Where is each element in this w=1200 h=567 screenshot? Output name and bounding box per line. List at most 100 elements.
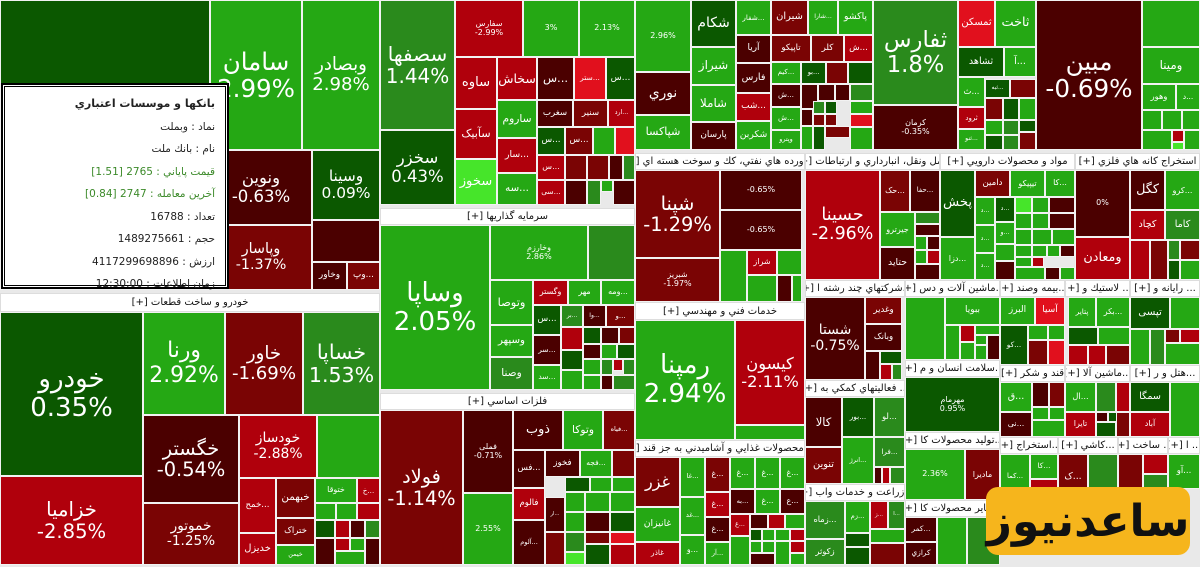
stock-tile[interactable]: ...سه <box>497 173 537 205</box>
stock-tile[interactable]: ...سی <box>537 180 565 205</box>
stock-tile[interactable] <box>905 297 945 360</box>
stock-tile[interactable]: خودرو 0.35% <box>0 312 143 476</box>
stock-tile[interactable] <box>735 425 805 440</box>
stock-tile[interactable]: خساپا 1.53% <box>303 312 380 415</box>
stock-tile[interactable]: تیپیکو <box>1010 170 1045 197</box>
stock-tile[interactable] <box>975 325 1000 335</box>
stock-tile[interactable] <box>335 538 350 551</box>
stock-tile[interactable]: ...بور <box>842 397 874 437</box>
stock-tile[interactable] <box>848 62 873 84</box>
stock-tile[interactable]: ...آر <box>705 542 730 565</box>
stock-tile[interactable] <box>1048 325 1065 340</box>
stock-tile[interactable] <box>790 553 805 565</box>
stock-tile[interactable] <box>813 101 825 114</box>
stock-tile[interactable]: تنوین <box>805 447 842 484</box>
stock-tile[interactable] <box>587 155 609 180</box>
stock-tile[interactable]: سغرب <box>537 100 573 127</box>
stock-tile[interactable]: ...انرژ <box>842 437 874 484</box>
stock-tile[interactable]: ساوه <box>455 57 497 109</box>
stock-tile[interactable]: دامین <box>975 170 1010 197</box>
stock-tile[interactable] <box>583 327 601 344</box>
stock-tile[interactable] <box>1049 407 1065 420</box>
stock-tile[interactable]: ...ا <box>888 501 905 529</box>
stock-tile[interactable]: وتوصا <box>490 280 533 325</box>
stock-tile[interactable] <box>750 553 775 565</box>
stock-tile[interactable]: سخوز <box>455 159 497 205</box>
stock-tile[interactable] <box>775 529 790 541</box>
stock-tile[interactable] <box>612 477 635 492</box>
stock-tile[interactable]: ...و <box>606 305 635 327</box>
stock-tile[interactable] <box>960 342 975 360</box>
stock-tile[interactable]: ...وپ <box>347 262 380 290</box>
stock-tile[interactable]: ...ستر <box>574 57 606 100</box>
stock-tile[interactable]: ...زماه <box>805 501 845 539</box>
stock-tile[interactable] <box>1015 267 1045 280</box>
stock-tile[interactable] <box>850 101 873 114</box>
stock-tile[interactable]: شپاکسا <box>635 115 691 150</box>
stock-tile[interactable] <box>561 350 583 370</box>
stock-tile[interactable] <box>1116 412 1130 437</box>
stock-tile[interactable]: ...حک <box>880 170 910 212</box>
sector-header[interactable]: مواد و محصولات دارويي [+] <box>940 153 1075 170</box>
stock-tile[interactable]: 0% <box>1075 170 1130 237</box>
stock-tile[interactable] <box>1162 110 1182 130</box>
stock-tile[interactable] <box>985 135 1003 150</box>
sector-header[interactable]: ... ساخت [+] <box>1118 437 1168 454</box>
stock-tile[interactable]: کرمان -0.35% <box>873 105 958 150</box>
stock-tile[interactable]: ...سد <box>533 365 561 390</box>
stock-tile[interactable] <box>315 503 336 520</box>
stock-tile[interactable] <box>874 467 882 484</box>
stock-tile[interactable] <box>995 244 1015 261</box>
stock-tile[interactable]: ...خمح <box>239 478 276 533</box>
stock-tile[interactable]: شپنا -1.29% <box>635 170 720 258</box>
stock-tile[interactable] <box>1045 267 1060 280</box>
stock-tile[interactable]: ...سار <box>497 138 537 173</box>
stock-tile[interactable]: آسیا <box>1035 297 1065 325</box>
stock-tile[interactable]: زکوثر <box>805 539 845 565</box>
stock-tile[interactable]: کیسون -2.11% <box>735 320 805 425</box>
stock-tile[interactable] <box>826 62 848 84</box>
stock-tile[interactable]: ...د <box>975 225 995 253</box>
stock-tile[interactable]: آباد <box>1130 412 1170 437</box>
stock-tile[interactable]: ...آو <box>1168 454 1200 489</box>
stock-tile[interactable]: وسینا 0.09% <box>312 150 380 220</box>
stock-tile[interactable] <box>1032 407 1049 420</box>
stock-tile[interactable] <box>1130 329 1150 365</box>
stock-tile[interactable]: ...د <box>975 253 995 280</box>
stock-tile[interactable]: ...س <box>537 127 565 155</box>
stock-tile[interactable]: خاور -1.69% <box>225 312 303 415</box>
stock-tile[interactable]: سفارس -2.99% <box>455 0 523 57</box>
stock-tile[interactable]: ...شب <box>736 93 771 121</box>
stock-tile[interactable] <box>762 541 775 553</box>
stock-tile[interactable]: شیراز <box>691 47 736 85</box>
stock-tile[interactable] <box>315 520 335 538</box>
stock-tile[interactable]: کگل <box>1130 170 1165 210</box>
stock-tile[interactable] <box>850 127 873 150</box>
stock-tile[interactable]: ...ش <box>771 84 801 107</box>
stock-tile[interactable] <box>315 538 335 565</box>
stock-tile[interactable] <box>601 327 619 344</box>
stock-tile[interactable]: ...ش <box>771 107 801 130</box>
stock-tile[interactable] <box>365 538 380 565</box>
stock-tile[interactable] <box>1032 213 1049 229</box>
stock-tile[interactable] <box>601 359 613 375</box>
stock-tile[interactable]: ...شارا <box>808 0 838 35</box>
stock-tile[interactable]: ...د <box>995 197 1015 222</box>
stock-tile[interactable] <box>619 327 635 344</box>
stock-tile[interactable] <box>1032 257 1044 267</box>
stock-tile[interactable] <box>623 359 635 375</box>
stock-tile[interactable] <box>845 533 870 547</box>
stock-tile[interactable]: ...کرو <box>1165 170 1200 210</box>
stock-tile[interactable]: -0.65% <box>720 210 802 250</box>
sector-header[interactable]: سرمايه گذاريها [+] <box>380 208 635 225</box>
sector-header[interactable]: حمل ونقل، انبارداري و ارتباطات [+] <box>805 153 940 170</box>
sector-header[interactable]: ...كاشي [+] <box>1058 437 1118 454</box>
stock-tile[interactable]: غانیزان <box>635 507 680 542</box>
sector-header[interactable]: ...توليد محصولات كا [+] <box>905 432 1000 449</box>
stock-tile[interactable]: ...وا <box>583 305 606 327</box>
stock-tile[interactable] <box>565 180 587 205</box>
sector-header[interactable]: خدمات فني و مهندسي [+] <box>635 302 805 320</box>
stock-tile[interactable] <box>1049 213 1075 229</box>
stock-tile[interactable] <box>601 180 613 192</box>
stock-tile[interactable]: ثشاهد <box>958 47 1004 77</box>
